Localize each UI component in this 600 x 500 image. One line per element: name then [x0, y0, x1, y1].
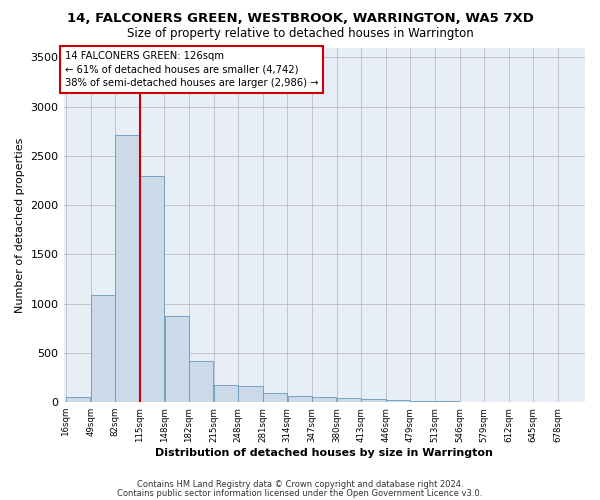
Text: Contains HM Land Registry data © Crown copyright and database right 2024.: Contains HM Land Registry data © Crown c… — [137, 480, 463, 489]
Bar — [238, 386, 263, 402]
Bar — [337, 398, 361, 402]
Text: 14 FALCONERS GREEN: 126sqm
← 61% of detached houses are smaller (4,742)
38% of s: 14 FALCONERS GREEN: 126sqm ← 61% of deta… — [65, 52, 318, 88]
Bar — [263, 393, 287, 402]
Bar — [214, 385, 238, 402]
Bar — [140, 176, 164, 402]
Text: 14, FALCONERS GREEN, WESTBROOK, WARRINGTON, WA5 7XD: 14, FALCONERS GREEN, WESTBROOK, WARRINGT… — [67, 12, 533, 26]
Bar — [115, 135, 140, 402]
Bar — [91, 295, 115, 402]
Bar — [312, 397, 337, 402]
Bar — [189, 362, 214, 402]
Y-axis label: Number of detached properties: Number of detached properties — [15, 137, 25, 312]
Bar — [164, 316, 189, 402]
X-axis label: Distribution of detached houses by size in Warrington: Distribution of detached houses by size … — [155, 448, 493, 458]
Bar — [66, 398, 91, 402]
Bar — [361, 400, 386, 402]
Bar — [386, 400, 410, 402]
Bar — [287, 396, 312, 402]
Text: Size of property relative to detached houses in Warrington: Size of property relative to detached ho… — [127, 28, 473, 40]
Bar — [410, 400, 435, 402]
Bar — [435, 401, 460, 402]
Text: Contains public sector information licensed under the Open Government Licence v3: Contains public sector information licen… — [118, 488, 482, 498]
